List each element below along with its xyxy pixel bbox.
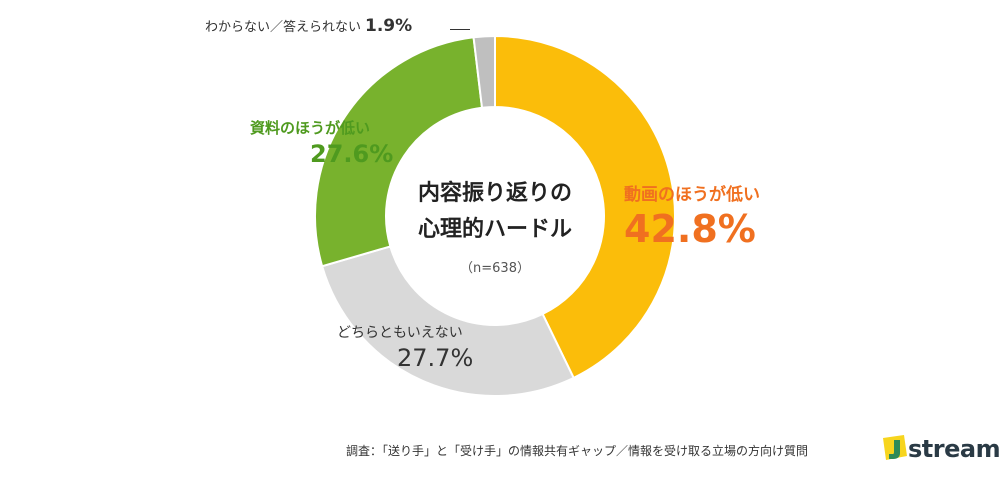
slice-unknown xyxy=(472,34,496,109)
slice-label-video: 動画のほうが低い 42.8% xyxy=(624,180,760,251)
slice-name-neutral: どちらともいえない xyxy=(337,325,463,341)
slice-value-video: 42.8% xyxy=(624,207,756,251)
chart-title-text: 内容振り返りの 心理的ハードル xyxy=(417,181,572,242)
slice-name-document: 資料のほうが低い xyxy=(250,119,371,137)
slice-neutral xyxy=(320,245,576,397)
chart-title: 内容振り返りの 心理的ハードル xyxy=(388,176,602,248)
slice-name-video: 動画のほうが低い xyxy=(624,185,760,205)
slice-video xyxy=(494,34,676,380)
slice-value-unknown: 1.9% xyxy=(365,16,413,36)
jstream-logo: stream xyxy=(880,432,1000,466)
source-note: 調査：「送り手」と「受け手」の情報共有ギャップ／情報を受け取る立場の方向け質問 xyxy=(346,444,809,458)
slice-document xyxy=(314,36,484,268)
slice-label-neutral: どちらともいえない 27.7% xyxy=(337,322,473,372)
leader-line xyxy=(450,29,470,30)
slice-label-unknown: わからない／答えられない 1.9% xyxy=(205,16,412,36)
logo-text: stream xyxy=(908,435,1000,463)
slice-label-document: 資料のほうが低い 27.6% xyxy=(250,117,393,168)
sample-size: （n=638） xyxy=(460,261,530,276)
slice-value-document: 27.6% xyxy=(310,140,394,168)
slice-name-unknown: わからない／答えられない xyxy=(205,20,362,35)
logo-mark-icon xyxy=(883,435,907,460)
slice-value-neutral: 27.7% xyxy=(397,344,474,372)
